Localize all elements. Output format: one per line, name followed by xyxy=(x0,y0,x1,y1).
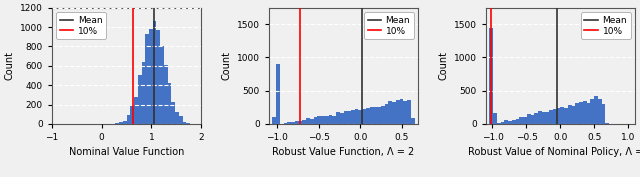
Bar xyxy=(564,108,568,124)
Bar xyxy=(321,116,325,124)
Bar xyxy=(568,105,572,124)
Bar xyxy=(310,119,314,124)
Bar xyxy=(512,120,516,124)
Bar xyxy=(351,110,355,124)
Bar xyxy=(594,96,598,124)
Bar xyxy=(168,83,172,124)
Bar xyxy=(531,115,534,124)
Legend: Mean, 10%: Mean, 10% xyxy=(581,12,631,39)
Legend: Mean, 10%: Mean, 10% xyxy=(56,12,106,39)
Bar xyxy=(119,122,123,124)
Bar xyxy=(377,107,381,124)
Bar xyxy=(362,109,366,124)
Bar xyxy=(138,75,141,124)
Bar xyxy=(542,112,545,124)
Bar xyxy=(587,103,590,124)
Bar xyxy=(527,114,531,124)
Bar xyxy=(302,120,306,124)
Bar xyxy=(182,122,186,124)
Bar xyxy=(373,107,377,124)
Bar xyxy=(332,116,336,124)
Bar xyxy=(366,108,370,124)
Bar xyxy=(127,115,131,124)
Bar xyxy=(186,123,190,124)
Bar xyxy=(175,112,179,124)
Bar xyxy=(115,123,119,124)
Bar xyxy=(575,103,579,124)
Bar xyxy=(385,104,388,124)
Bar xyxy=(358,110,362,124)
Bar xyxy=(500,122,504,124)
Bar xyxy=(340,113,344,124)
Bar xyxy=(141,62,145,124)
Bar xyxy=(572,106,575,124)
Bar xyxy=(295,121,299,124)
Bar xyxy=(299,121,302,124)
Bar xyxy=(407,100,411,124)
Y-axis label: Count: Count xyxy=(4,51,14,80)
Bar xyxy=(602,104,605,124)
Bar xyxy=(598,99,602,124)
Bar xyxy=(579,102,583,124)
X-axis label: Nominal Value Function: Nominal Value Function xyxy=(69,147,184,158)
Bar xyxy=(145,34,149,124)
Bar xyxy=(523,117,527,124)
Bar xyxy=(538,111,542,124)
Bar xyxy=(561,107,564,124)
Bar xyxy=(403,101,407,124)
Bar xyxy=(273,117,276,124)
Bar xyxy=(519,117,523,124)
Bar xyxy=(396,99,399,124)
Bar xyxy=(317,116,321,124)
Bar xyxy=(172,102,175,124)
Bar xyxy=(490,28,493,124)
Bar xyxy=(179,116,182,124)
X-axis label: Robust Value Function, Λ = 2: Robust Value Function, Λ = 2 xyxy=(273,147,415,158)
Legend: Mean, 10%: Mean, 10% xyxy=(364,12,414,39)
X-axis label: Robust Value of Nominal Policy, Λ = 2: Robust Value of Nominal Policy, Λ = 2 xyxy=(468,147,640,158)
Bar xyxy=(557,108,561,124)
Bar xyxy=(370,107,373,124)
Bar xyxy=(388,101,392,124)
Bar xyxy=(534,113,538,124)
Bar xyxy=(287,122,291,124)
Bar xyxy=(493,113,497,124)
Bar xyxy=(545,112,549,124)
Bar xyxy=(157,30,160,124)
Bar xyxy=(411,118,415,124)
Bar xyxy=(497,123,500,124)
Bar xyxy=(276,64,280,124)
Bar xyxy=(399,99,403,124)
Bar xyxy=(123,121,127,124)
Y-axis label: Count: Count xyxy=(438,51,448,80)
Bar xyxy=(605,123,609,124)
Bar xyxy=(348,111,351,124)
Bar xyxy=(508,121,512,124)
Bar xyxy=(553,109,557,124)
Bar xyxy=(392,102,396,124)
Bar xyxy=(381,106,385,124)
Bar xyxy=(131,106,134,124)
Bar xyxy=(306,118,310,124)
Bar xyxy=(164,65,168,124)
Bar xyxy=(149,29,153,124)
Bar xyxy=(284,123,287,124)
Bar xyxy=(325,116,328,124)
Bar xyxy=(355,109,358,124)
Bar xyxy=(291,122,295,124)
Bar xyxy=(344,111,348,124)
Bar xyxy=(153,21,157,124)
Bar xyxy=(516,119,519,124)
Bar xyxy=(328,115,332,124)
Bar xyxy=(583,101,587,124)
Bar xyxy=(590,99,594,124)
Bar xyxy=(504,120,508,124)
Bar xyxy=(336,112,340,124)
Bar xyxy=(314,117,317,124)
Bar xyxy=(160,46,164,124)
Y-axis label: Count: Count xyxy=(221,51,231,80)
Bar xyxy=(134,97,138,124)
Bar xyxy=(549,110,553,124)
